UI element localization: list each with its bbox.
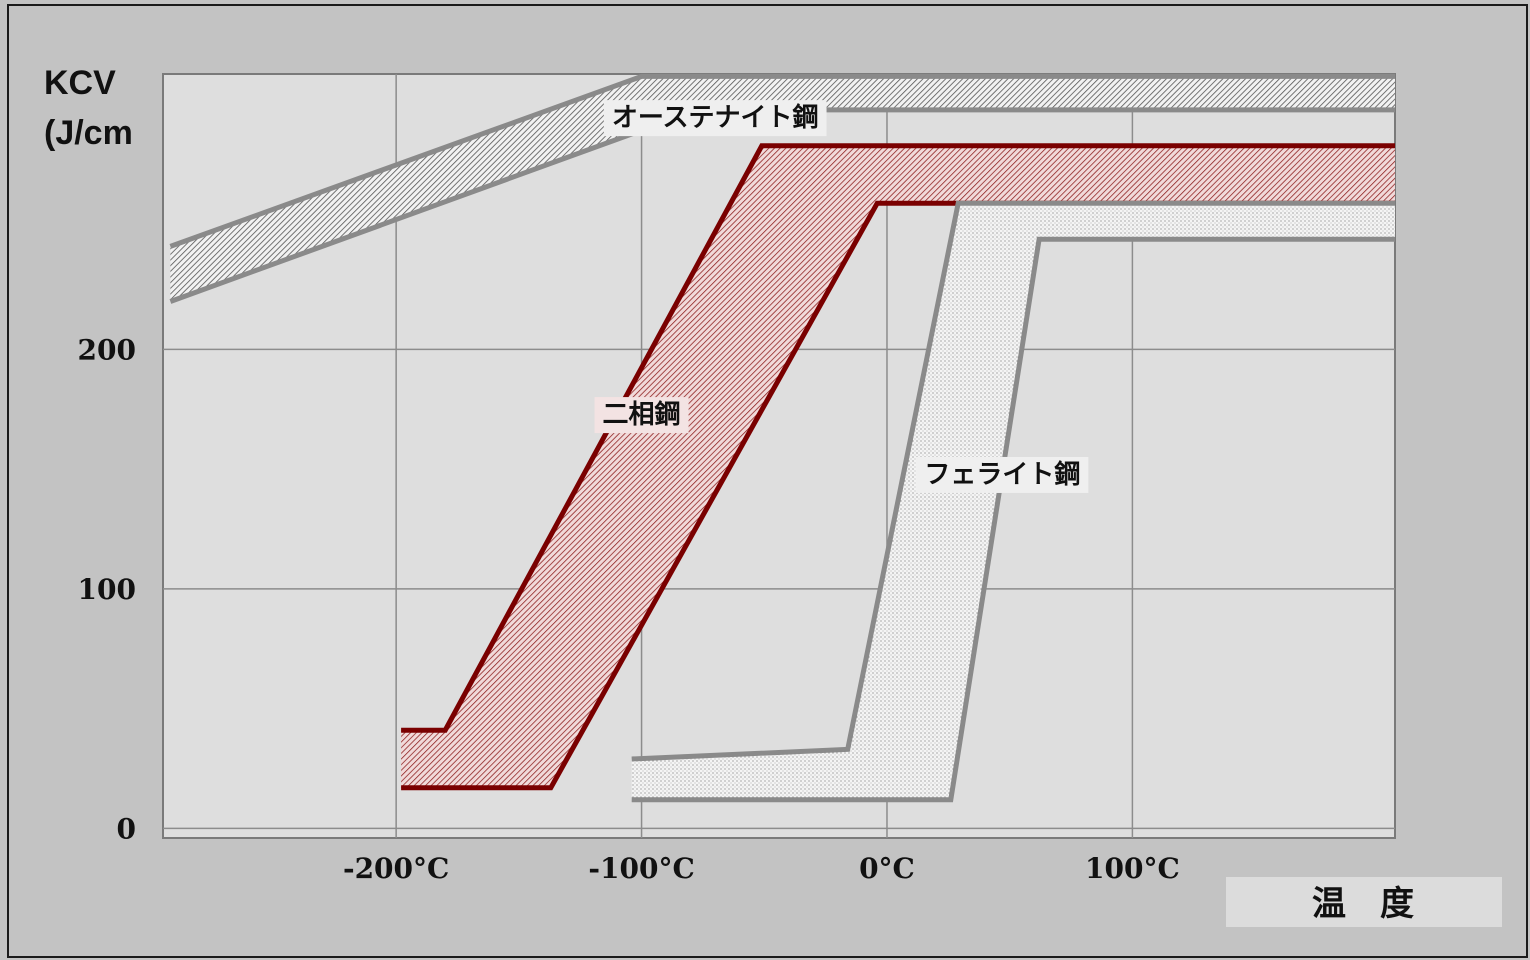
series-2-upper-edge xyxy=(631,200,1395,762)
series-label-1: 二相鋼 xyxy=(603,400,681,430)
y-tick-label: 200 xyxy=(78,333,136,366)
x-axis-label-box xyxy=(1226,877,1502,927)
x-axis-label: 温 度 xyxy=(1312,884,1414,924)
series-band-2 xyxy=(631,203,1395,800)
series-2-lower-edge xyxy=(631,236,1395,803)
series-label-bg-0 xyxy=(603,100,827,137)
x-tick-labels: -200°C -100°C 0°C 100°C xyxy=(343,852,1180,885)
series-label-bg-2 xyxy=(916,456,1089,493)
series-band-0 xyxy=(170,76,1395,302)
x-tick-label: -200°C xyxy=(343,852,449,885)
x-tick-label: 100°C xyxy=(1085,852,1180,885)
x-tick-label: 0°C xyxy=(859,852,915,885)
y-tick-label: 0 xyxy=(117,812,136,845)
series-0-upper-edge xyxy=(169,73,1395,249)
y-axis-label-line2: (J/cm xyxy=(44,114,133,152)
y-axis-label-line1: KCV xyxy=(44,64,116,102)
y-tick-labels: 0 100 200 xyxy=(78,333,136,845)
series-label-0: オーステナイト鋼 xyxy=(612,103,819,133)
series-label-bg-1 xyxy=(594,397,689,434)
series-label-2: フェライト鋼 xyxy=(924,460,1080,490)
series-band-1 xyxy=(401,145,1396,788)
y-tick-label: 100 xyxy=(78,573,136,606)
series-bands xyxy=(169,73,1396,803)
series-1-upper-edge xyxy=(401,143,1395,733)
x-tick-label: -100°C xyxy=(588,852,694,885)
